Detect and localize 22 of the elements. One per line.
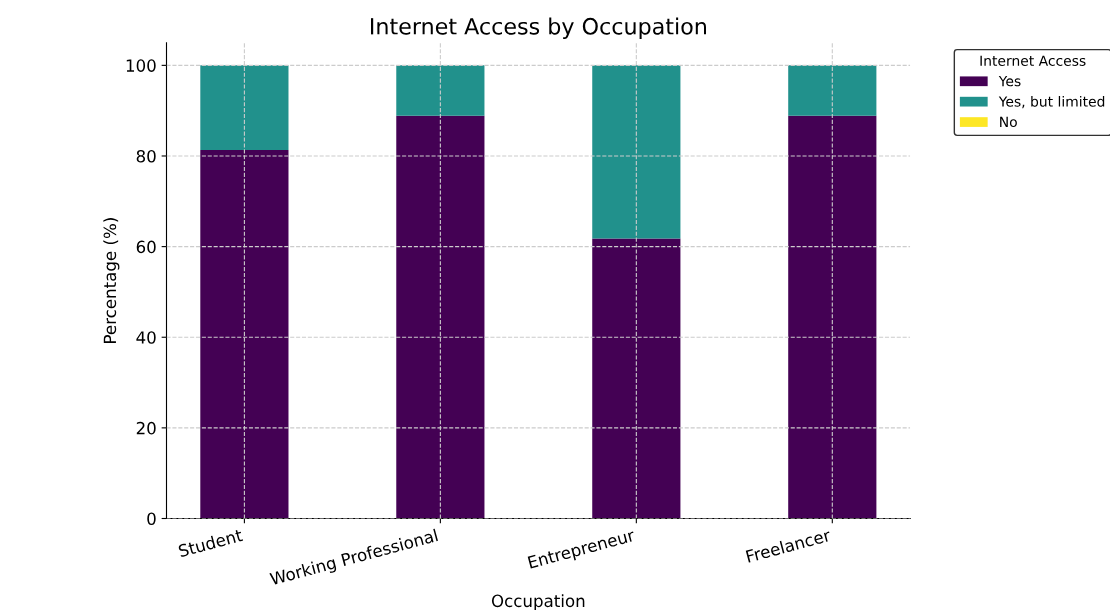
y-tick-label: 60: [136, 240, 156, 254]
bar: [788, 65, 877, 116]
y-axis-title: Percentage (%): [103, 218, 120, 343]
bar: [396, 65, 485, 116]
legend-label: Yes: [998, 76, 1021, 87]
bar: [592, 65, 681, 239]
bar: [396, 115, 485, 519]
y-tick-label: 100: [126, 59, 156, 72]
bar: [592, 238, 681, 519]
legend-label: Yes, but limited: [998, 95, 1105, 109]
bar: [200, 150, 289, 519]
y-tick-label: 0: [147, 512, 156, 526]
chart-title: Internet Access by Occupation: [371, 17, 706, 39]
y-tick-label: 40: [136, 331, 156, 344]
y-tick-label: 80: [136, 149, 156, 163]
legend-title: Internet Access: [980, 55, 1086, 66]
legend-label: No: [1000, 116, 1017, 128]
x-axis-title: Occupation: [491, 594, 585, 610]
bar: [788, 115, 877, 519]
bar: [200, 65, 289, 151]
y-tick-label: 20: [136, 421, 156, 435]
x-tick-label: Student: [177, 528, 244, 558]
